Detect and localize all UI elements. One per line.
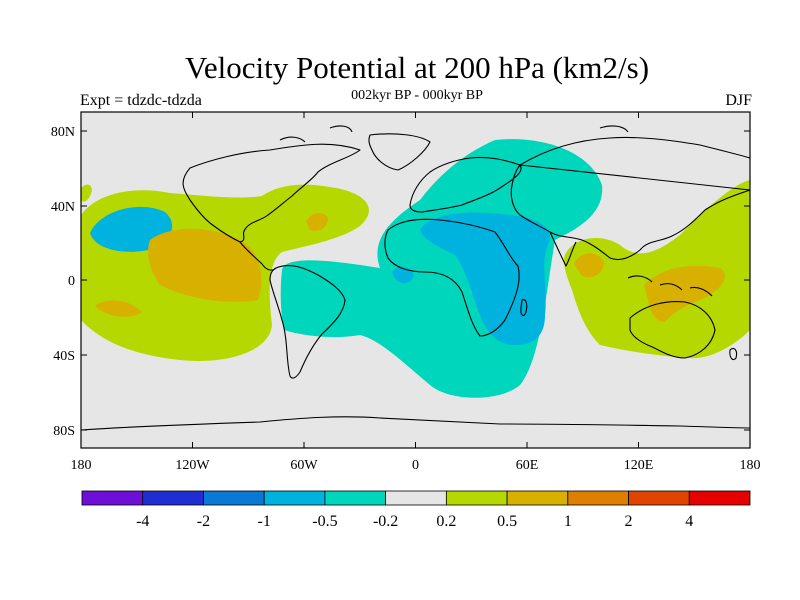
longitude-axis: 180 120W 60W 0 60E 120E 180 xyxy=(71,112,761,473)
africa-negative-spot xyxy=(392,267,414,284)
lat-tick-label: 80N xyxy=(51,125,75,140)
lon-tick-label: 60E xyxy=(516,458,539,473)
chart-subtitle: 002kyr BP - 000kyr BP xyxy=(351,88,483,103)
chart-title: Velocity Potential at 200 hPa (km2/s) xyxy=(184,50,650,85)
lon-tick-label: 120E xyxy=(624,458,654,473)
lat-tick-label: 80S xyxy=(53,424,75,439)
colorbar-swatch xyxy=(203,490,265,506)
lon-tick-label: 120W xyxy=(175,458,210,473)
atlantic-positive-west xyxy=(81,184,92,202)
africa-negative-core xyxy=(420,212,550,345)
lon-tick-label: 180 xyxy=(740,458,761,473)
indochina-positive-core xyxy=(574,253,604,278)
colorbar-swatch xyxy=(688,490,751,506)
atlantic-positive-spot xyxy=(306,213,328,231)
colorbar-label: -2 xyxy=(197,513,210,530)
colorbar-swatch xyxy=(263,490,326,506)
experiment-label: Expt = tdzdc-tdzda xyxy=(80,92,202,109)
lat-tick-label: 40N xyxy=(51,200,75,215)
lon-tick-label: 180 xyxy=(71,458,92,473)
colorbar-label: 0.5 xyxy=(497,513,517,530)
pacific-positive-core xyxy=(148,228,262,302)
colorbar-label: -4 xyxy=(136,513,149,530)
warmpool-positive-contour xyxy=(563,180,750,359)
colorbar: -4 -2 -1 -0.5 -0.2 0.2 0.5 1 2 4 xyxy=(81,490,751,530)
continent-outlines xyxy=(81,125,750,431)
colorbar-swatch xyxy=(628,490,690,506)
colorbar-swatch xyxy=(385,490,447,506)
pacific-positive-spot xyxy=(95,300,142,317)
lat-tick-label: 0 xyxy=(68,274,75,289)
colorbar-swatch xyxy=(324,490,387,506)
map-field xyxy=(81,112,750,448)
lon-tick-label: 0 xyxy=(412,458,419,473)
colorbar-label: -0.5 xyxy=(312,513,337,530)
colorbar-swatch xyxy=(567,490,629,506)
warmpool-positive-core xyxy=(644,265,725,322)
colorbar-swatch xyxy=(142,490,204,506)
colorbar-label: 2 xyxy=(625,513,633,530)
colorbar-swatch xyxy=(81,490,144,506)
colorbar-swatch xyxy=(506,490,569,506)
colorbar-label: 4 xyxy=(685,513,693,530)
latitude-axis: 80N 40N 0 40S 80S xyxy=(51,125,750,439)
colorbar-label: 0.2 xyxy=(436,513,456,530)
season-label: DJF xyxy=(725,92,752,109)
colorbar-swatch xyxy=(445,490,508,506)
lon-tick-label: 60W xyxy=(290,458,318,473)
pacific-negative-core xyxy=(100,214,154,246)
colorbar-label: -0.2 xyxy=(373,513,398,530)
colorbar-label: -1 xyxy=(258,513,271,530)
lat-tick-label: 40S xyxy=(53,349,75,364)
colorbar-label: 1 xyxy=(564,513,572,530)
